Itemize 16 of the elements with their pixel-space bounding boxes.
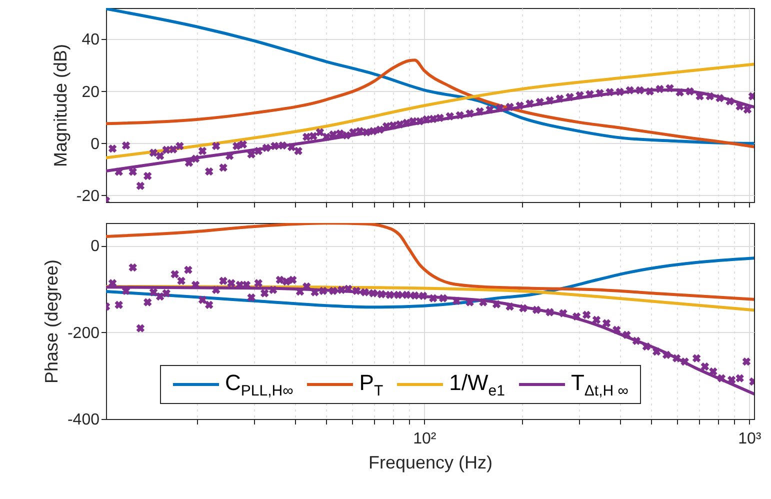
legend-label: P$_{T}$ [359,370,384,400]
y-tick-label: -20 [76,188,100,205]
x-axis-title: Frequency (Hz) [368,452,493,472]
y-axis-title: Phase (degree) [41,259,62,384]
legend-label: C$_{PLL,H∞}$ [225,370,294,400]
legend-label: 1/W$_{e1}$ [449,370,505,400]
x-tick-label: 10³ [738,430,762,448]
y-tick-label: -400 [67,412,100,428]
y-axis-title: Magnitude (dB) [50,44,70,168]
legend-label: T$_{Δt,H ∞}$ [570,370,628,400]
x-tick-label: 10² [413,430,437,448]
y-tick-label: 40 [82,32,100,49]
y-tick-label: 20 [82,84,100,101]
y-tick-label: 0 [90,136,100,153]
y-tick-label: -200 [67,324,100,342]
y-tick-label: 0 [90,238,100,256]
